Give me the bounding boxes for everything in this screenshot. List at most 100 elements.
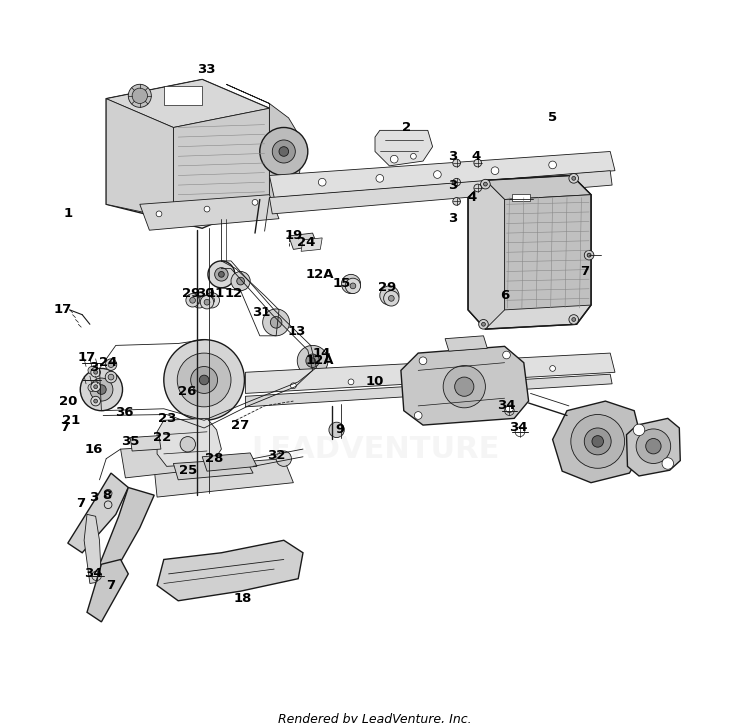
Circle shape — [376, 174, 384, 182]
Circle shape — [380, 286, 399, 305]
Circle shape — [88, 384, 96, 391]
Polygon shape — [157, 419, 221, 466]
Polygon shape — [226, 85, 303, 200]
Circle shape — [108, 375, 114, 380]
Circle shape — [231, 271, 251, 291]
Text: 3: 3 — [448, 212, 458, 225]
Circle shape — [272, 140, 296, 163]
Text: 20: 20 — [58, 395, 77, 408]
Polygon shape — [445, 335, 488, 351]
Text: 8: 8 — [103, 489, 112, 502]
Circle shape — [646, 439, 661, 454]
Text: 18: 18 — [233, 592, 252, 605]
Text: 11: 11 — [206, 287, 225, 300]
Circle shape — [91, 367, 101, 377]
Circle shape — [180, 437, 196, 452]
Text: 34: 34 — [497, 399, 516, 412]
Circle shape — [503, 351, 510, 359]
Polygon shape — [505, 194, 591, 310]
Text: 32: 32 — [267, 449, 285, 462]
Circle shape — [329, 422, 344, 437]
Circle shape — [200, 375, 209, 385]
Circle shape — [482, 322, 485, 326]
Polygon shape — [202, 453, 257, 471]
Text: 12: 12 — [225, 287, 243, 300]
Circle shape — [416, 375, 421, 381]
Text: 9: 9 — [335, 424, 344, 437]
Text: 23: 23 — [158, 412, 177, 425]
Text: 30: 30 — [196, 287, 214, 300]
Circle shape — [252, 200, 258, 205]
Polygon shape — [157, 540, 303, 601]
Text: 33: 33 — [196, 64, 215, 77]
Text: 17: 17 — [78, 351, 96, 364]
Text: 25: 25 — [178, 463, 197, 476]
Circle shape — [204, 293, 220, 308]
Polygon shape — [173, 108, 269, 218]
Polygon shape — [121, 445, 211, 478]
Text: 7: 7 — [580, 265, 589, 278]
Polygon shape — [269, 171, 612, 214]
Circle shape — [506, 405, 513, 413]
Polygon shape — [269, 152, 615, 197]
Text: 24: 24 — [297, 236, 315, 249]
Text: 7: 7 — [106, 579, 116, 592]
Circle shape — [190, 367, 217, 393]
Text: 27: 27 — [230, 419, 249, 432]
Circle shape — [491, 167, 499, 174]
Circle shape — [94, 399, 98, 403]
Circle shape — [549, 161, 556, 168]
Text: 24: 24 — [99, 356, 117, 369]
Text: 17: 17 — [54, 304, 72, 317]
Circle shape — [204, 299, 210, 305]
Polygon shape — [245, 375, 612, 407]
Polygon shape — [375, 130, 433, 166]
Circle shape — [453, 179, 460, 186]
Circle shape — [587, 253, 591, 257]
Circle shape — [80, 369, 122, 411]
Text: 2: 2 — [402, 121, 411, 134]
Circle shape — [592, 436, 604, 447]
Circle shape — [482, 372, 488, 377]
Circle shape — [128, 85, 152, 107]
Text: 3: 3 — [89, 491, 98, 504]
Text: 12A: 12A — [306, 354, 334, 367]
Text: 3: 3 — [448, 179, 458, 192]
Text: 12A: 12A — [306, 268, 334, 281]
Circle shape — [200, 296, 214, 309]
Circle shape — [132, 88, 148, 103]
Polygon shape — [140, 194, 279, 230]
Circle shape — [348, 379, 354, 385]
Text: 34: 34 — [85, 568, 103, 581]
Circle shape — [260, 127, 308, 176]
Polygon shape — [626, 419, 680, 476]
Circle shape — [105, 359, 117, 370]
Circle shape — [474, 159, 482, 167]
Circle shape — [108, 362, 114, 367]
Bar — [164, 86, 202, 106]
Circle shape — [433, 171, 441, 179]
Circle shape — [345, 278, 361, 294]
Circle shape — [484, 182, 488, 186]
Polygon shape — [468, 180, 505, 329]
Circle shape — [636, 429, 670, 463]
Circle shape — [454, 377, 474, 396]
Circle shape — [186, 294, 200, 307]
Circle shape — [350, 283, 355, 288]
Polygon shape — [301, 238, 322, 252]
Circle shape — [237, 277, 244, 285]
Circle shape — [192, 293, 207, 308]
Polygon shape — [401, 346, 529, 425]
Circle shape — [90, 378, 113, 401]
Text: 7: 7 — [76, 497, 85, 510]
Circle shape — [414, 411, 422, 419]
Circle shape — [584, 428, 611, 455]
Text: 13: 13 — [287, 325, 305, 338]
Text: LEADVENTURE: LEADVENTURE — [251, 435, 500, 463]
Circle shape — [341, 274, 361, 294]
Circle shape — [443, 366, 485, 408]
Polygon shape — [130, 436, 161, 451]
Circle shape — [633, 424, 645, 436]
Polygon shape — [154, 458, 293, 497]
Text: 26: 26 — [178, 385, 196, 398]
